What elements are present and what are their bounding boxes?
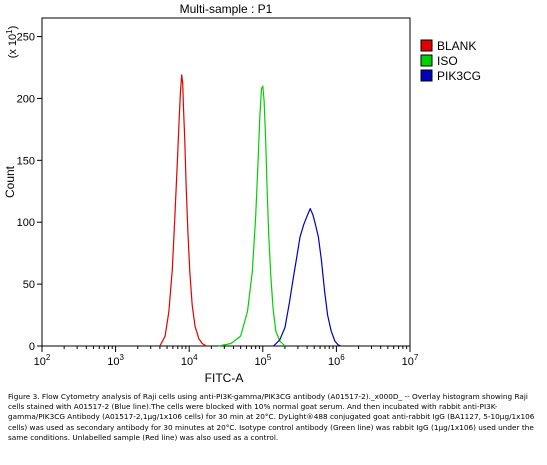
- series-line-pik3cg: [273, 208, 342, 347]
- plot-frame: [41, 17, 411, 347]
- y-tick-label: 0: [29, 341, 35, 353]
- chart-title: Multi-sample : P1: [180, 2, 273, 16]
- legend-label-pik3cg: PIK3CG: [437, 69, 481, 83]
- legend-swatch-pik3cg: [420, 69, 433, 82]
- series-line-blank: [159, 74, 207, 347]
- x-tick-label: 105: [254, 353, 271, 368]
- x-tick-label: 107: [402, 353, 419, 368]
- legend-swatch-blank: [420, 39, 433, 52]
- legend-swatch-iso: [420, 54, 433, 67]
- y-tick-label: 100: [17, 217, 35, 229]
- x-tick-label: 102: [34, 353, 51, 368]
- y-tick-label: 50: [23, 279, 35, 291]
- legend-label-iso: ISO: [437, 54, 458, 68]
- legend-label-blank: BLANK: [437, 39, 476, 53]
- y-axis-label: Count: [3, 165, 17, 198]
- x-tick-label: 104: [181, 353, 198, 368]
- y-multiplier-label: (x 101): [5, 26, 19, 59]
- x-axis-label: FITC-A: [205, 371, 244, 385]
- y-tick-label: 200: [17, 93, 35, 105]
- series-line-iso: [218, 85, 286, 347]
- y-tick-label: 250: [17, 32, 35, 44]
- figure-caption: Figure 3. Flow Cytometry analysis of Raj…: [8, 392, 535, 442]
- x-tick-label: 103: [107, 353, 124, 368]
- x-tick-label: 106: [328, 353, 345, 368]
- y-tick-label: 150: [17, 155, 35, 167]
- flow-cytometry-chart: Multi-sample : P1 0 50 100 150 200 250 102 103 10…: [3, 2, 481, 385]
